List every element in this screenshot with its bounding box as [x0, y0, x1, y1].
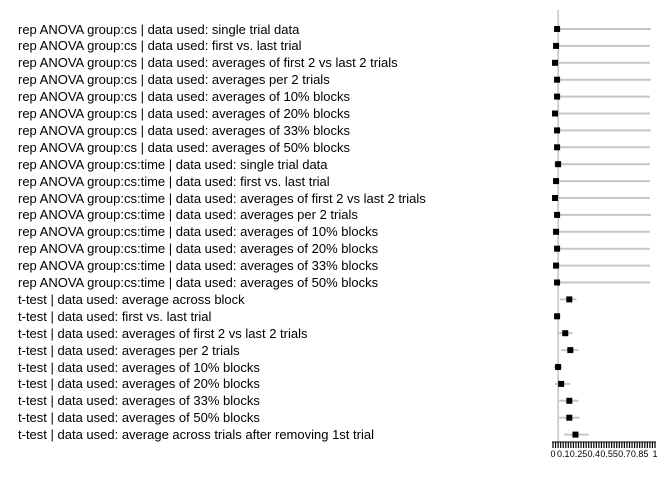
point-marker — [554, 144, 561, 151]
row-label: t-test | data used: average across trial… — [18, 427, 374, 443]
row-label: rep ANOVA group:cs | data used: averages… — [18, 55, 398, 71]
point-marker — [572, 431, 579, 438]
x-tick-label: 0 — [550, 449, 555, 459]
row-label: rep ANOVA group:cs:time | data used: ave… — [18, 241, 379, 257]
row-label: t-test | data used: average across block — [18, 291, 245, 307]
point-marker — [553, 228, 560, 235]
x-tick-label: 1 — [652, 449, 657, 459]
row-label: t-test | data used: averages of 20% bloc… — [18, 376, 260, 392]
x-tick-label: 0.4 — [588, 449, 601, 459]
point-marker — [558, 380, 565, 387]
point-marker — [554, 26, 561, 32]
point-marker — [562, 330, 569, 337]
x-tick-label: 0.25 — [570, 449, 588, 459]
row-label: rep ANOVA group:cs | data used: averages… — [18, 122, 350, 138]
point-marker — [552, 59, 559, 66]
point-marker — [553, 262, 560, 269]
row-label: rep ANOVA group:cs:time | data used: ave… — [18, 258, 379, 274]
row-label: t-test | data used: averages of first 2 … — [18, 325, 308, 341]
row-label: t-test | data used: first vs. last trial — [18, 308, 212, 324]
point-marker — [566, 296, 573, 303]
row-label: rep ANOVA group:cs | data used: averages… — [18, 72, 330, 88]
row-label: t-test | data used: averages of 10% bloc… — [18, 359, 260, 375]
row-label: rep ANOVA group:cs:time | data used: fir… — [18, 173, 330, 189]
row-label: rep ANOVA group:cs:time | data used: ave… — [18, 207, 358, 223]
point-marker — [554, 127, 561, 134]
x-tick-label: 0.85 — [631, 449, 649, 459]
x-tick-label: 0.7 — [618, 449, 631, 459]
row-label: rep ANOVA group:cs | data used: single t… — [18, 21, 300, 37]
x-tick-label: 0.55 — [600, 449, 618, 459]
point-marker — [553, 178, 560, 185]
point-marker — [554, 93, 561, 100]
row-label: rep ANOVA group:cs:time | data used: ave… — [18, 224, 379, 240]
row-label: rep ANOVA group:cs:time | data used: ave… — [18, 190, 426, 206]
row-label: rep ANOVA group:cs | data used: averages… — [18, 139, 350, 155]
point-marker — [566, 414, 573, 421]
row-label: rep ANOVA group:cs:time | data used: ave… — [18, 275, 379, 290]
x-tick-label: 0.1 — [557, 449, 570, 459]
row-label: t-test | data used: averages of 50% bloc… — [18, 410, 260, 426]
point-marker — [555, 161, 562, 168]
point-marker — [554, 76, 561, 83]
row-label: t-test | data used: averages per 2 trial… — [18, 342, 240, 358]
row-label: rep ANOVA group:cs | data used: first vs… — [18, 38, 302, 54]
point-marker — [554, 211, 561, 218]
point-marker — [554, 245, 561, 252]
point-marker — [552, 195, 559, 201]
point-marker — [554, 313, 561, 320]
point-marker — [552, 110, 559, 117]
point-marker — [566, 397, 573, 404]
row-label: rep ANOVA group:cs:time | data used: sin… — [18, 156, 328, 172]
row-label: rep ANOVA group:cs | data used: averages… — [18, 106, 350, 121]
row-label: t-test | data used: averages of 33% bloc… — [18, 393, 260, 409]
row-label: rep ANOVA group:cs | data used: averages… — [18, 89, 350, 105]
point-marker — [554, 279, 561, 286]
point-marker — [567, 347, 574, 354]
point-marker — [553, 42, 560, 49]
point-marker — [555, 364, 562, 370]
